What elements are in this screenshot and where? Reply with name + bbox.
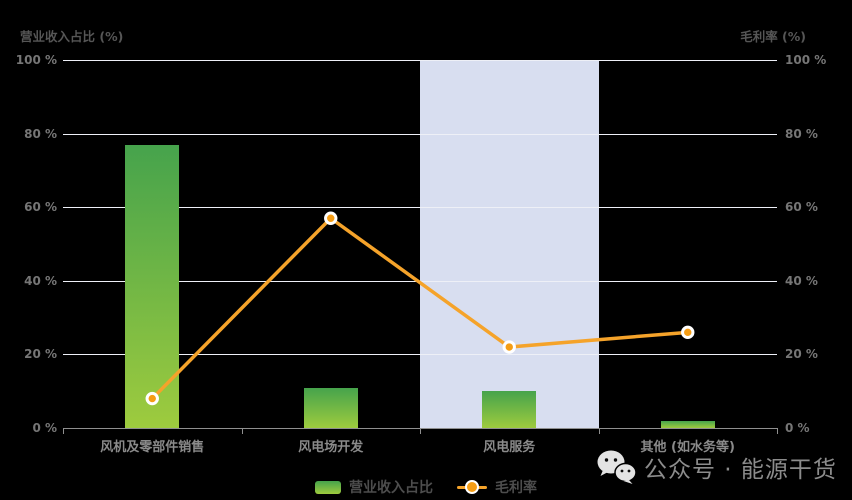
right-tick-label: 40 % [785, 273, 818, 288]
right-tick-label: 100 % [785, 53, 827, 67]
legend-line-label: 毛利率 [495, 480, 537, 496]
right-tick-label: 20 % [785, 347, 818, 362]
left-tick-label: 20 % [24, 347, 57, 362]
right-tick-label: 80 % [785, 126, 818, 141]
left-axis-title: 营业收入占比 (%) [20, 29, 124, 44]
line-layer [145, 211, 695, 406]
line-marker [681, 325, 695, 340]
category-label: 其他 (如水务等) [640, 440, 735, 455]
wechat-icon [597, 450, 636, 484]
x-axis-tick [420, 428, 421, 434]
line-marker [145, 391, 159, 406]
margin-line [151, 215, 688, 400]
brand-text: 公众号 · 能源干货 [644, 457, 837, 483]
gridline [63, 60, 777, 61]
category-label: 风电服务 [483, 440, 536, 455]
legend-bar-label: 营业收入占比 [349, 480, 433, 496]
line-marker [324, 211, 338, 225]
bar-其他 (如水务等) [660, 420, 715, 428]
legend-item-line: 毛利率 [457, 477, 537, 497]
bar-风电服务 [482, 391, 537, 428]
right-axis-title: 毛利率 (%) [740, 29, 806, 44]
left-tick-label: 60 % [24, 200, 57, 215]
x-axis-tick [241, 428, 243, 434]
left-tick-label: 100 % [15, 53, 57, 67]
x-axis-tick [777, 428, 778, 434]
gridline [63, 354, 777, 356]
left-tick-label: 0 % [32, 421, 57, 435]
gridline [63, 207, 777, 209]
left-tick-label: 40 % [24, 273, 57, 288]
chart-legend: 营业收入占比 毛利率 [0, 477, 852, 497]
bar-风电场开发 [303, 387, 358, 428]
gridline [63, 133, 777, 135]
x-axis-tick [598, 428, 600, 434]
brand-footer: 公众号 · 能源干货 [596, 449, 837, 485]
category-label: 风电场开发 [298, 440, 364, 455]
x-axis-tick [63, 428, 64, 434]
plot-area [63, 60, 777, 428]
highlight-band [420, 60, 599, 428]
category-label: 风机及零部件销售 [100, 440, 205, 455]
legend-line-swatch [457, 479, 487, 495]
legend-bar-swatch [315, 480, 341, 494]
right-tick-label: 60 % [785, 200, 818, 215]
right-tick-label: 0 % [785, 421, 810, 435]
legend-item-bar: 营业收入占比 [315, 477, 433, 497]
line-marker [502, 340, 516, 354]
left-tick-label: 80 % [24, 126, 57, 141]
